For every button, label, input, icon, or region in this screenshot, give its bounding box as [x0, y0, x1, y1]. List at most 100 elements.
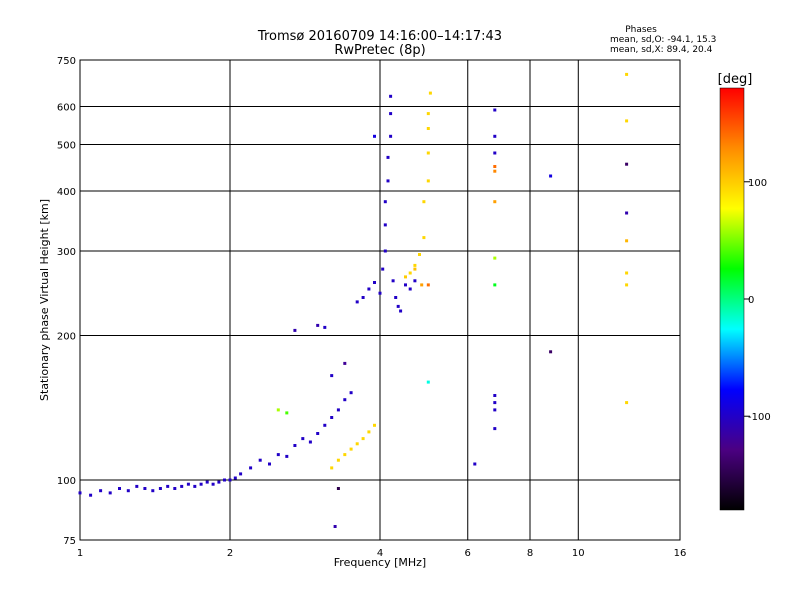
- data-point: [285, 411, 289, 415]
- colorbar-tick-label: -100: [748, 412, 771, 423]
- data-point: [330, 374, 334, 378]
- data-point: [408, 271, 412, 275]
- data-point: [625, 271, 629, 275]
- data-point: [301, 437, 305, 441]
- data-point: [285, 454, 289, 458]
- data-point: [493, 200, 497, 204]
- data-point: [361, 296, 365, 299]
- data-point: [333, 525, 337, 528]
- data-point: [228, 478, 232, 482]
- x-tick-label: 6: [465, 548, 471, 559]
- data-point: [391, 279, 395, 283]
- data-point: [426, 151, 430, 155]
- data-point: [186, 482, 190, 486]
- data-point: [625, 211, 629, 215]
- data-point: [473, 462, 477, 466]
- data-point: [349, 391, 353, 395]
- colorbar-label: [deg]: [718, 72, 753, 87]
- data-point: [381, 267, 385, 271]
- data-point: [166, 484, 170, 488]
- y-tick-label: 300: [57, 247, 76, 258]
- y-tick-label: 500: [57, 141, 76, 152]
- data-point: [625, 119, 629, 123]
- y-tick-label: 400: [57, 187, 76, 198]
- data-point: [99, 489, 103, 493]
- data-point: [625, 239, 629, 243]
- data-point: [426, 179, 430, 183]
- phase-stats-heading: Phases: [625, 25, 657, 35]
- data-point: [336, 458, 340, 462]
- data-point: [135, 484, 139, 488]
- data-point: [78, 491, 82, 495]
- data-point: [367, 287, 371, 291]
- data-point: [625, 283, 629, 287]
- data-point: [343, 398, 347, 402]
- data-point: [151, 489, 155, 493]
- data-point: [316, 432, 320, 435]
- colorbar: [719, 87, 745, 511]
- data-point: [343, 453, 347, 457]
- data-point: [343, 361, 347, 365]
- data-point: [383, 249, 387, 253]
- data-point: [378, 291, 382, 295]
- data-point: [323, 325, 327, 329]
- phase-stats-x: mean, sd,X: 89.4, 20.4: [610, 45, 713, 55]
- data-point: [549, 174, 553, 178]
- data-point: [323, 423, 327, 427]
- chart-title: Tromsø 20160709 14:16:00–14:17:43: [257, 29, 502, 44]
- data-point: [426, 127, 430, 130]
- x-tick-label: 10: [572, 548, 585, 559]
- y-tick-label: 200: [57, 332, 76, 343]
- data-point: [223, 478, 226, 482]
- data-point: [199, 482, 203, 486]
- data-point: [336, 487, 340, 490]
- data-point: [180, 484, 184, 488]
- data-point: [316, 323, 320, 327]
- data-point: [355, 442, 359, 446]
- data-point: [428, 91, 432, 95]
- data-point: [404, 283, 407, 287]
- data-point: [249, 466, 253, 470]
- x-axis-label: Frequency [MHz]: [334, 556, 426, 569]
- data-point: [383, 223, 387, 227]
- data-point: [373, 281, 376, 284]
- data-point: [493, 151, 497, 155]
- data-point: [493, 108, 497, 112]
- data-point: [383, 200, 387, 204]
- data-point: [493, 256, 497, 260]
- x-tick-label: 16: [674, 548, 687, 559]
- grid-lines: [80, 60, 680, 540]
- data-point: [258, 458, 262, 462]
- colorbar-ticks: 100 0 -100: [744, 178, 771, 423]
- data-point: [386, 179, 390, 183]
- y-axis-label: Stationary phase Virtual Height [km]: [38, 199, 51, 401]
- data-point: [126, 489, 130, 493]
- data-point: [293, 328, 297, 332]
- data-point: [625, 401, 629, 405]
- y-tick-label: 750: [57, 56, 76, 67]
- data-points: [78, 72, 629, 528]
- data-point: [386, 155, 390, 159]
- data-point: [426, 380, 430, 384]
- data-point: [173, 487, 177, 490]
- data-point: [118, 487, 121, 490]
- data-point: [493, 427, 497, 431]
- data-point: [389, 134, 393, 138]
- data-point: [276, 408, 280, 412]
- x-axis-ticks: 1 2 4 6 8 10 16: [77, 548, 687, 559]
- data-point: [355, 300, 359, 304]
- data-point: [373, 134, 376, 138]
- y-tick-label: 600: [57, 103, 76, 114]
- data-point: [422, 200, 426, 204]
- data-point: [413, 267, 417, 271]
- data-point: [205, 480, 209, 484]
- data-point: [89, 493, 93, 497]
- data-point: [413, 263, 417, 267]
- data-point: [420, 283, 424, 287]
- data-point: [493, 134, 497, 138]
- x-tick-label: 1: [77, 548, 83, 559]
- data-point: [336, 408, 340, 412]
- data-point: [493, 169, 497, 173]
- x-tick-label: 4: [377, 548, 383, 559]
